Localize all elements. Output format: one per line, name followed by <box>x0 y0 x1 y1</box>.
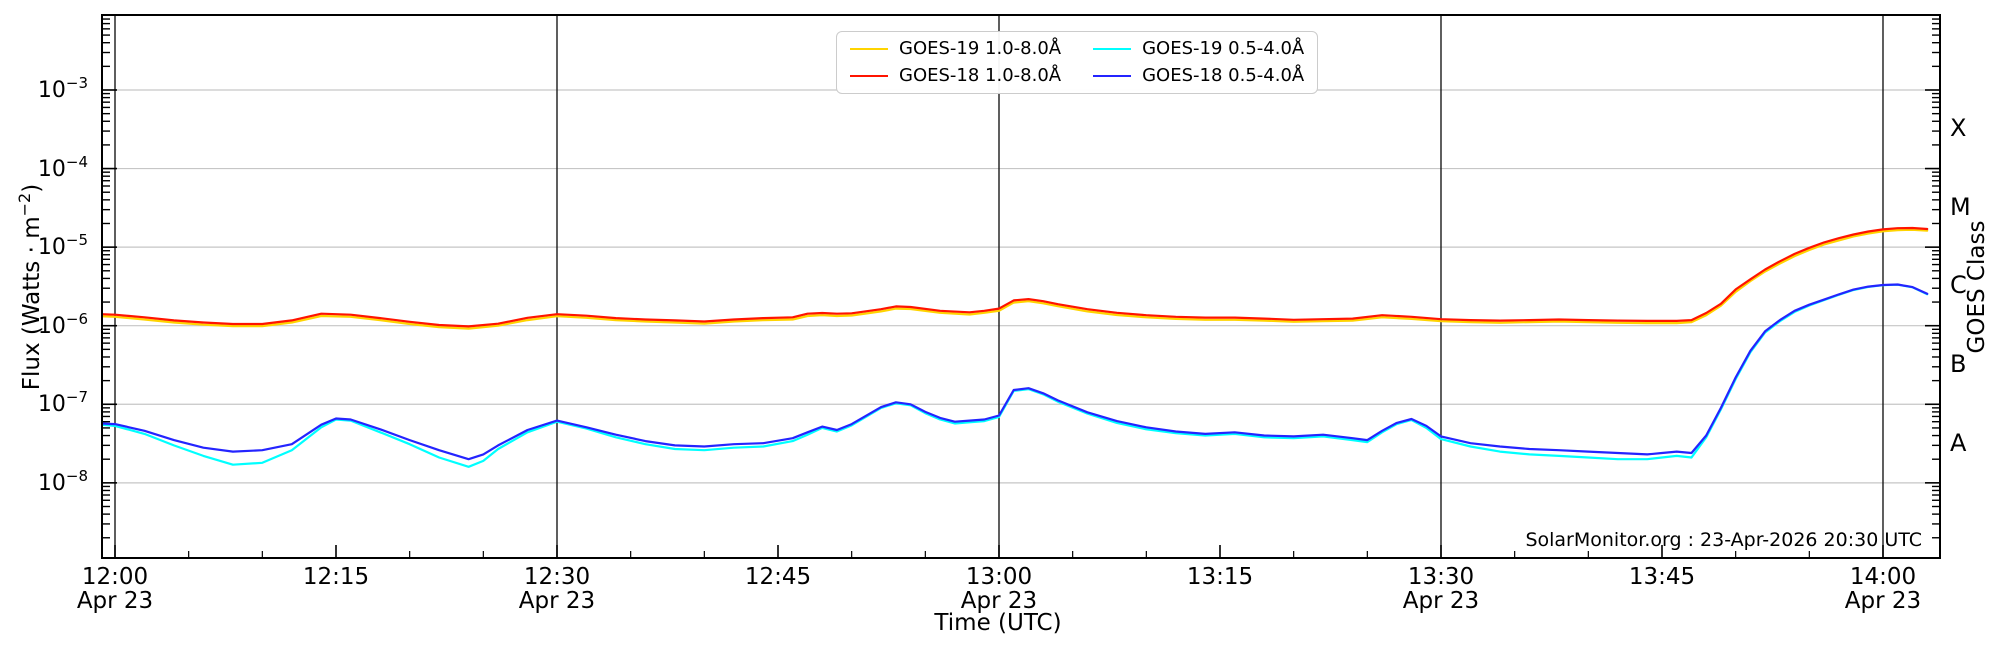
legend-line-swatch <box>850 75 888 78</box>
y-tick-label: 10−5 <box>37 230 88 261</box>
series-line-goes-18-0-5-4-0- <box>102 283 1929 461</box>
x-tick-date: Apr 23 <box>76 588 154 614</box>
goes-class-label-c: C <box>1950 271 1967 300</box>
right-y-axis-label: GOES Class <box>1964 220 1990 354</box>
x-tick-label: 12:15 <box>302 564 370 590</box>
x-tick-label: 12:00 <box>81 564 149 590</box>
x-tick-date: Apr 23 <box>1402 588 1480 614</box>
goes-class-label-m: M <box>1950 192 1971 221</box>
x-tick-date: Apr 23 <box>960 588 1038 614</box>
legend-line-swatch <box>1093 75 1132 78</box>
x-tick-date: Apr 23 <box>518 588 596 614</box>
legend-entry-goes19-short: GOES-19 0.5-4.0Å <box>1093 38 1305 60</box>
watermark-text: SolarMonitor.org : 23-Apr-2026 20:30 UTC <box>1525 529 1922 551</box>
x-tick-label: 13:15 <box>1186 564 1254 590</box>
legend-line-swatch <box>1093 48 1132 51</box>
y-tick-label: 10−6 <box>37 309 88 339</box>
y-tick-label: 10−8 <box>37 466 88 497</box>
goes-class-label-a: A <box>1950 428 1967 457</box>
x-tick-label: 12:45 <box>744 564 812 590</box>
x-axis-label: Time (UTC) <box>934 610 1062 636</box>
x-tick-date: Apr 23 <box>1844 588 1922 614</box>
legend-label: GOES-18 0.5-4.0Å <box>1142 64 1305 86</box>
legend-entry-goes18-long: GOES-18 1.0-8.0Å <box>850 64 1062 87</box>
series-line-goes-19-1-0-8-0- <box>102 228 1929 330</box>
legend-entry-goes18-short: GOES-18 0.5-4.0Å <box>1093 64 1305 87</box>
x-tick-label: 13:00 <box>965 564 1033 590</box>
y-tick-label: 10−3 <box>37 73 88 104</box>
y-axis-label: Flux (Watts · m−2) <box>15 183 45 391</box>
x-tick-label: 13:45 <box>1628 564 1696 590</box>
axes-spines <box>101 14 1941 559</box>
legend-label: GOES-18 1.0-8.0Å <box>899 64 1062 86</box>
legend-label: GOES-19 1.0-8.0Å <box>899 38 1062 59</box>
series-line-goes-18-1-0-8-0- <box>102 226 1929 328</box>
x-tick-label: 12:30 <box>523 564 591 590</box>
goes-class-label-x: X <box>1950 114 1967 143</box>
goes-class-label-b: B <box>1950 350 1967 379</box>
y-tick-label: 10−4 <box>37 152 88 182</box>
legend-entry-goes19-long: GOES-19 1.0-8.0Å <box>850 38 1062 60</box>
y-tick-label: 10−7 <box>37 388 88 418</box>
x-tick-label: 14:00 <box>1849 564 1917 590</box>
legend: GOES-19 1.0-8.0Å GOES-18 1.0-8.0Å GOES-1… <box>836 31 1319 95</box>
legend-line-swatch <box>850 48 888 51</box>
x-tick-label: 13:30 <box>1407 564 1475 590</box>
legend-label: GOES-19 0.5-4.0Å <box>1142 38 1305 59</box>
series-line-goes-19-0-5-4-0- <box>102 283 1929 468</box>
